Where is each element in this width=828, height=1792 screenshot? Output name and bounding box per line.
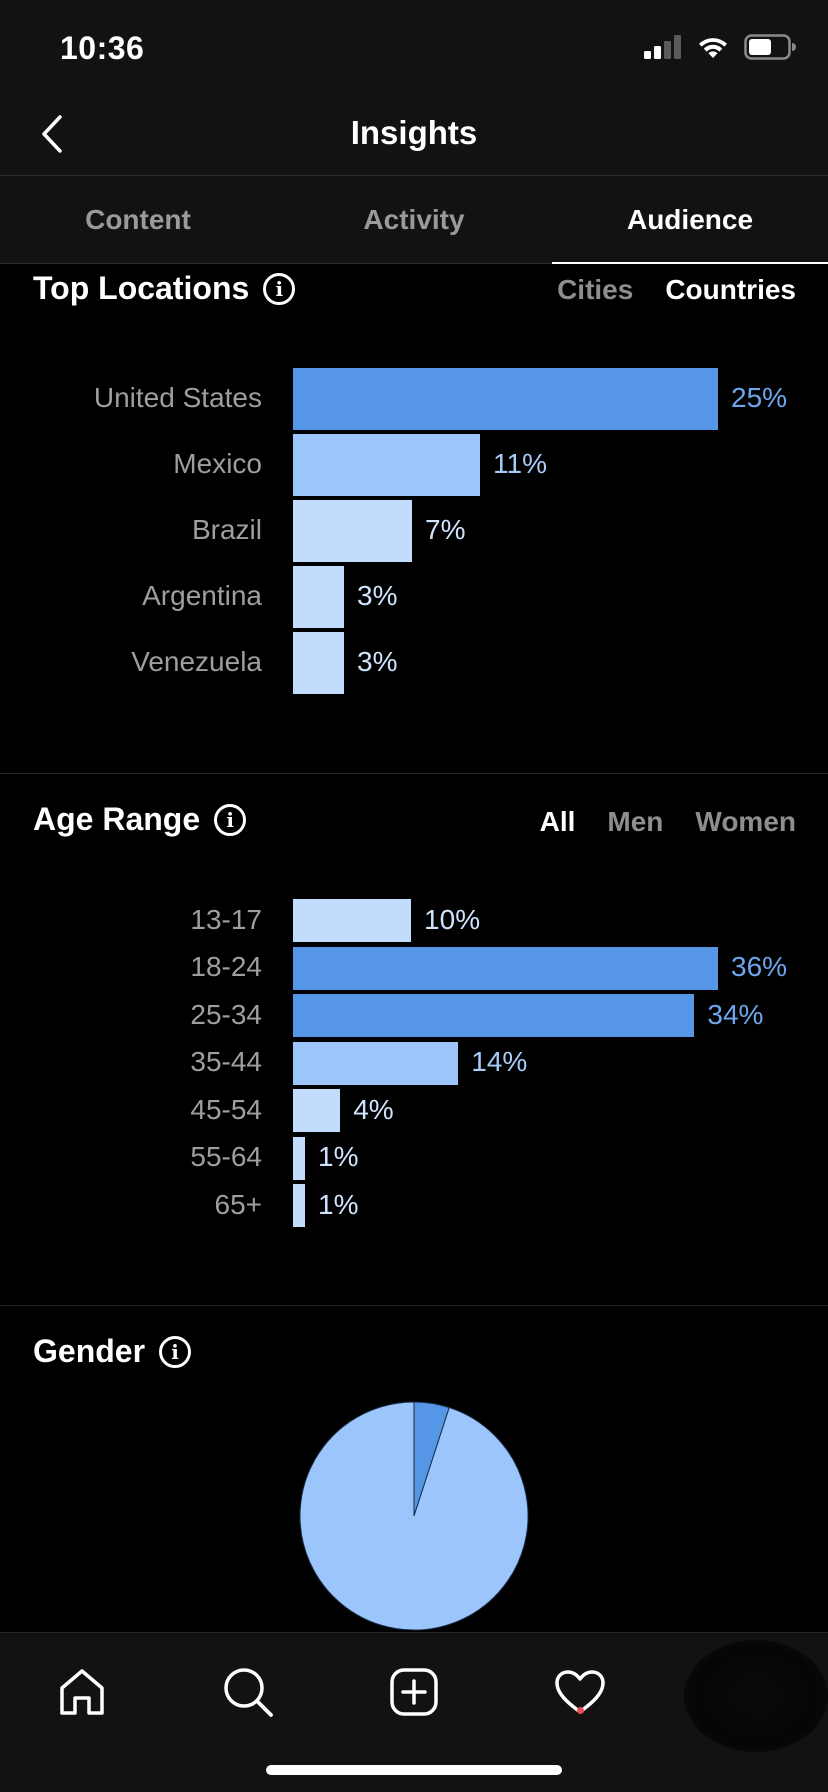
age-filter: All Men Women — [540, 806, 796, 838]
bar-category-label: 35-44 — [190, 1046, 262, 1077]
gender-pie-chart — [299, 1401, 529, 1631]
bar-value-label: 10% — [424, 903, 481, 935]
filter-men[interactable]: Men — [607, 806, 664, 837]
bar-category-label: 25-34 — [190, 998, 262, 1030]
home-icon — [60, 1669, 104, 1715]
age-range-heading: Age Range i — [33, 801, 247, 838]
bar — [293, 994, 695, 1037]
gender-heading: Gender i — [33, 1333, 192, 1370]
nav-home[interactable] — [47, 1657, 117, 1727]
header: Insights — [0, 96, 828, 176]
bar-value-label: 14% — [471, 1046, 528, 1077]
info-icon[interactable]: i — [263, 272, 296, 305]
bar — [293, 368, 718, 430]
heart-icon — [555, 1670, 605, 1714]
filter-countries[interactable]: Countries — [665, 274, 796, 305]
info-icon[interactable]: i — [214, 803, 247, 836]
bar-category-label: 13-17 — [190, 903, 262, 935]
bar — [293, 1184, 305, 1227]
top-locations-title: Top Locations — [33, 270, 250, 306]
top-locations-heading: Top Locations i — [33, 270, 296, 307]
status-icons — [644, 34, 796, 60]
tab-bar: Content Activity Audience — [0, 176, 828, 264]
bar-value-label: 34% — [707, 998, 764, 1030]
bar-value-label: 25% — [731, 382, 788, 413]
age-range-title: Age Range — [33, 801, 201, 837]
chevron-left-icon — [42, 115, 62, 153]
status-time: 10:36 — [60, 30, 145, 66]
add-post-icon — [390, 1668, 438, 1716]
battery-icon — [744, 34, 796, 60]
bar — [293, 1136, 305, 1180]
bar-category-label: United States — [93, 382, 262, 413]
bar-category-label: Argentina — [142, 580, 262, 611]
bar-category-label: 45-54 — [190, 1093, 262, 1125]
section-divider — [0, 1305, 828, 1306]
tab-audience[interactable]: Audience — [552, 176, 828, 264]
nav-new-post[interactable] — [379, 1657, 449, 1727]
bar — [293, 899, 412, 942]
profile-avatar[interactable] — [684, 1640, 828, 1752]
tab-activity[interactable]: Activity — [363, 203, 465, 235]
bar-category-label: Venezuela — [131, 646, 262, 677]
pie-slice — [299, 1401, 529, 1631]
bar — [293, 566, 344, 628]
bar — [293, 1089, 341, 1132]
nav-activity[interactable] — [545, 1657, 615, 1727]
bar-category-label: 18-24 — [190, 951, 262, 982]
bar-category-label: Brazil — [191, 514, 262, 545]
home-indicator — [266, 1765, 562, 1775]
bar — [293, 1041, 459, 1085]
bar-value-label: 11% — [493, 448, 547, 479]
wifi-icon — [699, 38, 727, 58]
bar-value-label: 1% — [318, 1188, 359, 1220]
nav-search[interactable] — [213, 1657, 283, 1727]
info-icon[interactable]: i — [159, 1335, 192, 1368]
bar-category-label: 55-64 — [190, 1141, 262, 1172]
status-bar: 10:36 — [0, 0, 828, 96]
location-filter: Cities Countries — [557, 274, 796, 306]
bar — [293, 946, 718, 990]
notification-dot — [577, 1707, 584, 1714]
section-divider — [0, 773, 828, 774]
tab-content[interactable]: Content — [85, 203, 191, 235]
page-title: Insights — [350, 114, 478, 151]
back-button[interactable] — [28, 110, 76, 158]
bar-value-label: 36% — [731, 951, 788, 982]
bar — [293, 434, 480, 496]
bar-category-label: Mexico — [173, 448, 262, 479]
bar-value-label: 3% — [357, 646, 398, 677]
cellular-signal-icon — [644, 35, 681, 59]
bar-value-label: 1% — [318, 1141, 359, 1172]
gender-title: Gender — [33, 1333, 146, 1369]
search-icon — [224, 1668, 273, 1717]
bar-value-label: 7% — [425, 514, 466, 545]
filter-all[interactable]: All — [539, 806, 576, 837]
bar-value-label: 3% — [357, 580, 398, 611]
filter-women[interactable]: Women — [695, 806, 796, 837]
bar — [293, 500, 412, 562]
bar-category-label: 65+ — [214, 1188, 263, 1220]
filter-cities[interactable]: Cities — [557, 274, 634, 305]
bar — [293, 632, 344, 694]
bar-value-label: 4% — [353, 1093, 394, 1125]
